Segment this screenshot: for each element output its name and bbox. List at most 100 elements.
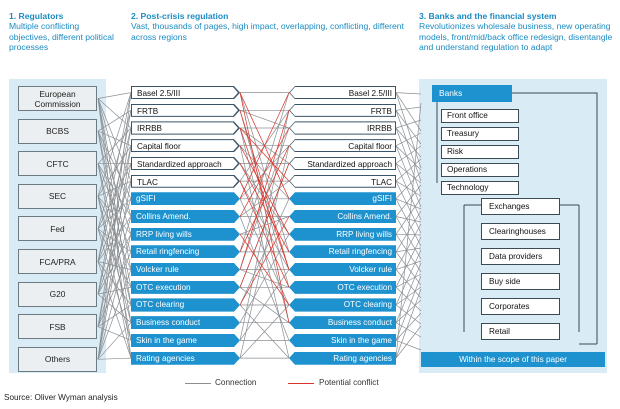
regulator-box: SEC — [18, 183, 97, 209]
regulation-pill-right: Capital floor — [289, 139, 396, 153]
regulation-pill-left: Basel 2.5/III — [131, 86, 240, 100]
regulator-link — [97, 92, 132, 262]
source-note: Source: Oliver Wyman analysis — [4, 393, 118, 402]
external-party-box: Exchanges — [481, 198, 560, 215]
regulator-box: G20 — [18, 281, 97, 307]
conflict-link — [239, 127, 290, 182]
bank-link — [395, 223, 422, 270]
external-party-box: Corporates — [481, 298, 560, 315]
regulator-link — [97, 145, 132, 295]
bank-link — [395, 269, 422, 299]
regulator-link — [97, 92, 132, 99]
regulator-link — [97, 163, 132, 327]
bank-link — [395, 127, 422, 158]
regulators-header: 1. Regulators Multiple conflicting objec… — [9, 11, 119, 53]
regulator-link — [97, 130, 132, 235]
conflict-link — [239, 216, 290, 306]
regulators-description: Multiple conflicting objectives, differe… — [9, 21, 114, 53]
regulator-link — [97, 163, 132, 217]
regulator-link — [97, 92, 132, 197]
conflict-link — [239, 163, 290, 288]
bank-link — [395, 158, 422, 182]
bank-link — [395, 312, 422, 341]
bank-function-box: Risk — [441, 145, 519, 159]
conflict-link — [239, 234, 290, 306]
regulation-link — [239, 109, 290, 129]
regulator-link — [97, 110, 132, 229]
bank-link — [395, 132, 422, 147]
regulator-box: FCA/PRA — [18, 249, 97, 274]
regulation-pill-right: TLAC — [289, 174, 396, 188]
bank-link — [395, 216, 422, 260]
legend-conflict-swatch — [288, 383, 314, 384]
bank-link — [395, 249, 422, 306]
regulator-link — [97, 145, 132, 360]
legend-connection-label: Connection — [215, 378, 257, 387]
bank-link — [395, 145, 422, 171]
bank-link — [395, 102, 422, 359]
external-party-box: Data providers — [481, 248, 560, 265]
legend-connection-swatch — [185, 383, 211, 384]
regulation-link — [239, 234, 290, 323]
regulation-pill-right: Standardized approach — [289, 156, 396, 170]
regulation-label: Basel 2.5/III — [290, 87, 395, 99]
regulator-link — [97, 127, 132, 262]
regulation-pill-right: Retail ringfencing — [289, 245, 396, 259]
regulators-title: 1. Regulators — [9, 11, 64, 21]
regulation-pill-right: Basel 2.5/III — [289, 86, 396, 100]
regulation-label: IRRBB — [290, 122, 395, 134]
banks-box: Banks — [432, 85, 512, 102]
bank-link — [395, 92, 422, 132]
bank-link — [395, 234, 422, 273]
regulator-link — [97, 196, 132, 359]
bank-link — [395, 171, 422, 200]
bank-link — [395, 163, 422, 221]
bank-link — [395, 251, 422, 286]
scope-label: Within the scope of this paper — [421, 352, 605, 367]
regulation-pill-right: FRTB — [289, 103, 396, 117]
regulation-label: Basel 2.5/III — [132, 87, 238, 99]
bank-link — [395, 163, 422, 184]
regulation-label: Capital floor — [290, 140, 395, 152]
regulation-pill-right: Collins Amend. — [289, 209, 396, 224]
bank-link — [395, 304, 422, 325]
regulation-pill-left: IRRBB — [131, 121, 240, 135]
external-party-box: Retail — [481, 323, 560, 340]
conflict-link — [239, 110, 290, 270]
legend-conflict-label: Potential conflict — [319, 378, 379, 387]
bank-function-box: Front office — [441, 109, 519, 123]
regulation-pill-right: gSIFI — [289, 192, 396, 206]
bank-link — [395, 119, 422, 129]
bank-link — [395, 92, 422, 169]
regulation-label: FRTB — [132, 104, 238, 116]
bank-link — [395, 127, 422, 195]
bank-link — [395, 262, 422, 323]
regulation-label: Capital floor — [132, 140, 238, 152]
regulation-label: Standardized approach — [132, 157, 238, 169]
regulator-box: FSB — [18, 314, 97, 340]
bank-link — [395, 273, 422, 288]
regulator-link — [97, 98, 132, 270]
regulation-pill-left: Retail ringfencing — [131, 245, 240, 259]
regulator-box: BCBS — [18, 118, 97, 144]
regulator-link — [97, 130, 132, 199]
banks-header: 3. Banks and the financial system Revolu… — [419, 11, 619, 53]
regulation-pill-right: Volcker rule — [289, 263, 396, 277]
bank-link — [395, 106, 422, 111]
regulator-link — [97, 110, 132, 295]
regulation-pill-right: Rating agencies — [289, 351, 396, 365]
bank-link — [395, 180, 422, 234]
regulator-link — [97, 196, 132, 235]
regulation-pill-left: gSIFI — [131, 192, 240, 206]
bank-link — [395, 260, 422, 270]
bank-link — [395, 198, 422, 210]
regulator-box: Fed — [18, 216, 97, 242]
regulation-pill-left: TLAC — [131, 174, 240, 188]
bank-function-box: Operations — [441, 163, 519, 177]
regulation-title: 2. Post-crisis regulation — [131, 11, 229, 21]
regulator-link — [97, 131, 132, 288]
bank-link — [395, 340, 422, 351]
regulation-label: Standardized approach — [290, 157, 395, 169]
regulation-pill-left: RRP living wills — [131, 227, 240, 241]
